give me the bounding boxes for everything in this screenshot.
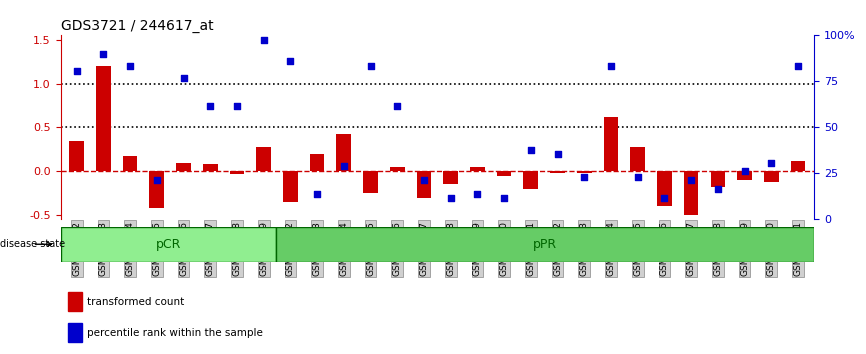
Point [177, 75, 191, 81]
Bar [604, 117, 618, 171]
Bar [68, 323, 81, 342]
Point [470, 191, 484, 197]
Bar [497, 171, 512, 176]
Point [417, 177, 431, 183]
Bar [764, 171, 779, 182]
Point [684, 177, 698, 183]
Point [657, 195, 671, 200]
Text: pCR: pCR [156, 238, 181, 251]
Point [364, 63, 378, 69]
Bar [470, 167, 485, 171]
Point [497, 195, 511, 200]
Bar [176, 162, 191, 171]
Point [711, 186, 725, 192]
Bar [630, 147, 645, 171]
Point [256, 37, 270, 42]
Point [204, 104, 217, 109]
Point [96, 51, 110, 57]
Point [738, 169, 752, 174]
Bar [577, 171, 591, 173]
Point [230, 104, 244, 109]
Text: transformed count: transformed count [87, 297, 184, 307]
FancyBboxPatch shape [61, 227, 276, 262]
Point [578, 174, 591, 179]
Bar [69, 141, 84, 171]
Bar [229, 171, 244, 174]
Bar [123, 156, 138, 171]
Point [123, 63, 137, 69]
Point [283, 58, 297, 64]
Text: percentile rank within the sample: percentile rank within the sample [87, 328, 263, 338]
Text: GDS3721 / 244617_at: GDS3721 / 244617_at [61, 19, 213, 33]
Point [765, 160, 779, 165]
Point [524, 147, 538, 153]
Point [150, 177, 164, 183]
Bar [443, 171, 458, 184]
Text: disease state: disease state [0, 239, 65, 249]
Bar [256, 147, 271, 171]
Bar [310, 154, 325, 171]
Bar [657, 171, 672, 206]
Point [630, 174, 644, 179]
Bar [96, 66, 111, 171]
Bar [337, 133, 352, 171]
Bar [363, 171, 378, 193]
Bar [417, 171, 431, 198]
Bar [390, 167, 404, 171]
Point [551, 151, 565, 156]
Point [337, 163, 351, 169]
Bar [68, 292, 81, 311]
Text: pPR: pPR [533, 238, 557, 251]
Point [791, 63, 805, 69]
Point [443, 195, 457, 200]
Bar [737, 171, 752, 180]
Point [310, 191, 324, 197]
Bar [523, 171, 538, 189]
Bar [203, 164, 217, 171]
Point [391, 104, 404, 109]
Bar [150, 171, 165, 208]
Point [70, 69, 84, 74]
Bar [684, 171, 699, 215]
FancyBboxPatch shape [276, 227, 814, 262]
Bar [791, 161, 805, 171]
Bar [283, 171, 298, 202]
Bar [710, 171, 725, 187]
Bar [550, 171, 565, 173]
Point [604, 63, 618, 69]
